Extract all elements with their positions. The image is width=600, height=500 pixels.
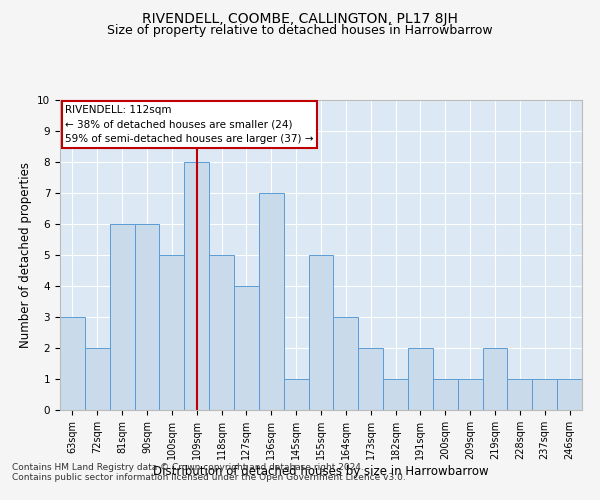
Bar	[458, 379, 482, 410]
Bar	[60, 317, 85, 410]
Bar	[209, 255, 234, 410]
Bar	[160, 255, 184, 410]
Text: Contains HM Land Registry data © Crown copyright and database right 2024.: Contains HM Land Registry data © Crown c…	[12, 464, 364, 472]
Text: Contains public sector information licensed under the Open Government Licence v3: Contains public sector information licen…	[12, 474, 406, 482]
Bar	[358, 348, 383, 410]
Text: RIVENDELL: 112sqm
← 38% of detached houses are smaller (24)
59% of semi-detached: RIVENDELL: 112sqm ← 38% of detached hous…	[65, 104, 314, 144]
Bar	[334, 317, 358, 410]
Bar	[433, 379, 458, 410]
Bar	[408, 348, 433, 410]
Bar	[259, 193, 284, 410]
Bar	[557, 379, 582, 410]
Bar	[85, 348, 110, 410]
Text: Size of property relative to detached houses in Harrowbarrow: Size of property relative to detached ho…	[107, 24, 493, 37]
Bar	[234, 286, 259, 410]
Bar	[482, 348, 508, 410]
Bar	[184, 162, 209, 410]
Bar	[508, 379, 532, 410]
Bar	[284, 379, 308, 410]
Bar	[308, 255, 334, 410]
Bar	[532, 379, 557, 410]
Text: RIVENDELL, COOMBE, CALLINGTON, PL17 8JH: RIVENDELL, COOMBE, CALLINGTON, PL17 8JH	[142, 12, 458, 26]
X-axis label: Distribution of detached houses by size in Harrowbarrow: Distribution of detached houses by size …	[153, 464, 489, 477]
Bar	[383, 379, 408, 410]
Bar	[134, 224, 160, 410]
Y-axis label: Number of detached properties: Number of detached properties	[19, 162, 32, 348]
Bar	[110, 224, 134, 410]
